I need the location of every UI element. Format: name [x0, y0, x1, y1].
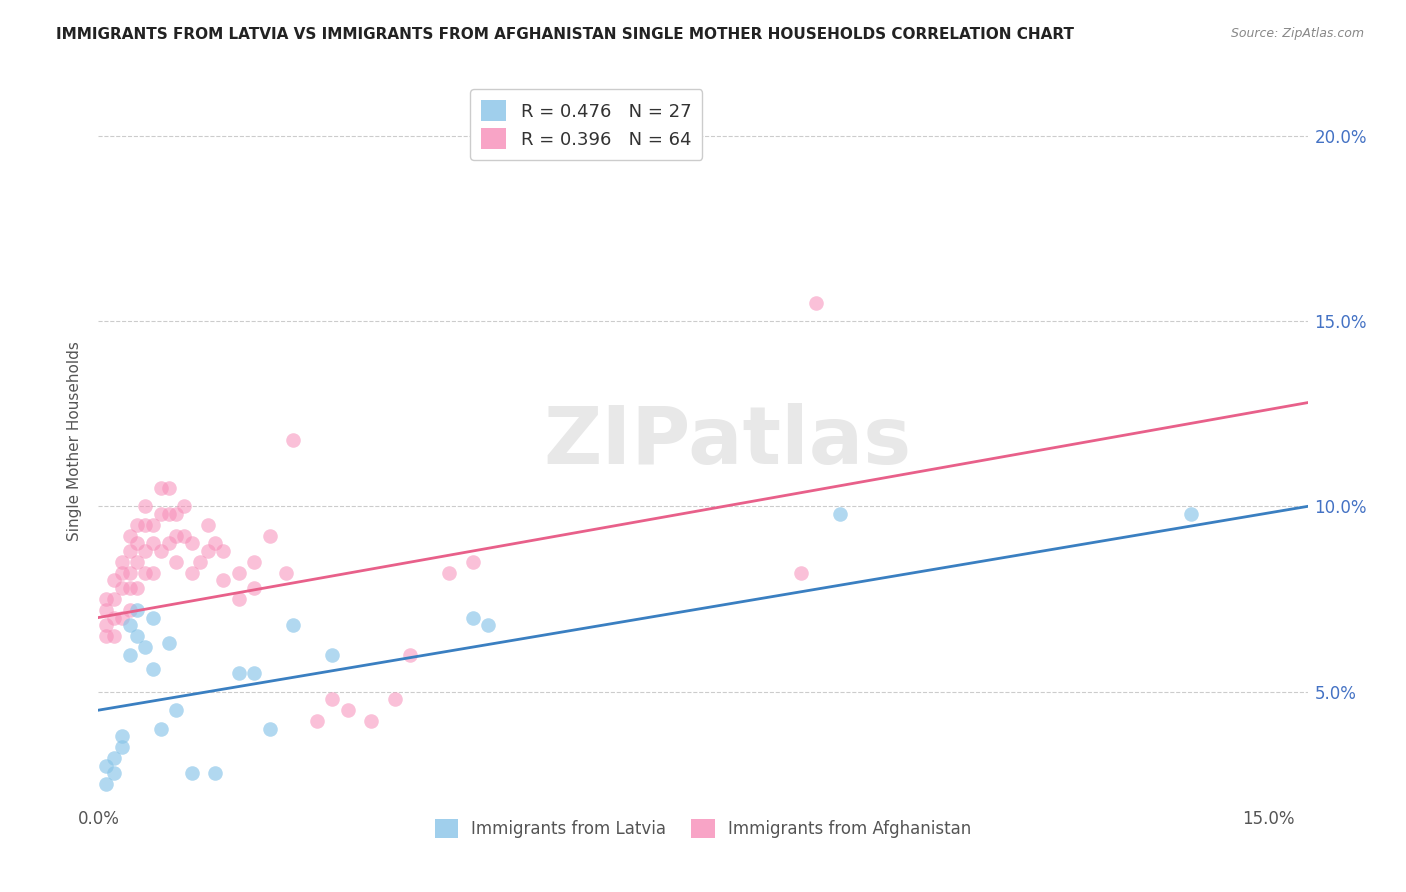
Legend: Immigrants from Latvia, Immigrants from Afghanistan: Immigrants from Latvia, Immigrants from …	[427, 813, 979, 845]
Point	[181, 536, 204, 550]
Text: IMMIGRANTS FROM LATVIA VS IMMIGRANTS FROM AFGHANISTAN SINGLE MOTHER HOUSEHOLDS C: IMMIGRANTS FROM LATVIA VS IMMIGRANTS FRO…	[56, 27, 1074, 42]
Point	[118, 603, 141, 617]
Point	[111, 566, 134, 580]
Point	[111, 740, 134, 755]
Point	[127, 517, 149, 532]
Point	[111, 555, 134, 569]
Point	[461, 610, 484, 624]
Point	[243, 581, 266, 595]
Point	[399, 648, 422, 662]
Point	[96, 618, 118, 632]
Point	[127, 603, 149, 617]
Point	[118, 566, 141, 580]
Point	[828, 507, 851, 521]
Point	[173, 500, 195, 514]
Point	[228, 592, 250, 607]
Point	[259, 722, 281, 736]
Point	[204, 766, 226, 780]
Text: Source: ZipAtlas.com: Source: ZipAtlas.com	[1230, 27, 1364, 40]
Point	[165, 555, 187, 569]
Point	[103, 751, 125, 765]
Point	[212, 574, 235, 588]
Point	[118, 648, 141, 662]
Point	[127, 536, 149, 550]
Point	[149, 722, 172, 736]
Point	[96, 758, 118, 772]
Point	[103, 574, 125, 588]
Point	[149, 507, 172, 521]
Point	[103, 766, 125, 780]
Point	[111, 729, 134, 743]
Point	[384, 692, 406, 706]
Point	[360, 714, 382, 729]
Point	[165, 529, 187, 543]
Point	[111, 610, 134, 624]
Point	[96, 592, 118, 607]
Point	[439, 566, 461, 580]
Point	[259, 529, 281, 543]
Point	[134, 500, 156, 514]
Point	[127, 581, 149, 595]
Point	[321, 648, 343, 662]
Point	[149, 544, 172, 558]
Point	[149, 481, 172, 495]
Point	[477, 618, 499, 632]
Point	[157, 636, 180, 650]
Point	[165, 703, 187, 717]
Point	[197, 544, 219, 558]
Point	[142, 610, 165, 624]
Point	[142, 536, 165, 550]
Point	[103, 610, 125, 624]
Point	[188, 555, 211, 569]
Point	[103, 592, 125, 607]
Point	[181, 766, 204, 780]
Y-axis label: Single Mother Households: Single Mother Households	[67, 342, 83, 541]
Point	[157, 507, 180, 521]
Point	[134, 517, 156, 532]
Point	[118, 618, 141, 632]
Point	[142, 662, 165, 676]
Point	[274, 566, 297, 580]
Text: ZIPatlas: ZIPatlas	[543, 402, 911, 481]
Point	[142, 517, 165, 532]
Point	[789, 566, 811, 580]
Point	[118, 581, 141, 595]
Point	[157, 536, 180, 550]
Point	[181, 566, 204, 580]
Point	[228, 666, 250, 681]
Point	[96, 603, 118, 617]
Point	[134, 566, 156, 580]
Point	[197, 517, 219, 532]
Point	[283, 618, 305, 632]
Point	[243, 666, 266, 681]
Point	[804, 295, 827, 310]
Point	[127, 629, 149, 643]
Point	[157, 481, 180, 495]
Point	[337, 703, 360, 717]
Point	[111, 581, 134, 595]
Point	[173, 529, 195, 543]
Point	[118, 529, 141, 543]
Point	[134, 640, 156, 655]
Point	[305, 714, 328, 729]
Point	[283, 433, 305, 447]
Point	[1180, 507, 1202, 521]
Point	[96, 777, 118, 791]
Point	[103, 629, 125, 643]
Point	[212, 544, 235, 558]
Point	[142, 566, 165, 580]
Point	[321, 692, 343, 706]
Point	[228, 566, 250, 580]
Point	[96, 629, 118, 643]
Point	[243, 555, 266, 569]
Point	[118, 544, 141, 558]
Point	[204, 536, 226, 550]
Point	[165, 507, 187, 521]
Point	[127, 555, 149, 569]
Point	[461, 555, 484, 569]
Point	[134, 544, 156, 558]
